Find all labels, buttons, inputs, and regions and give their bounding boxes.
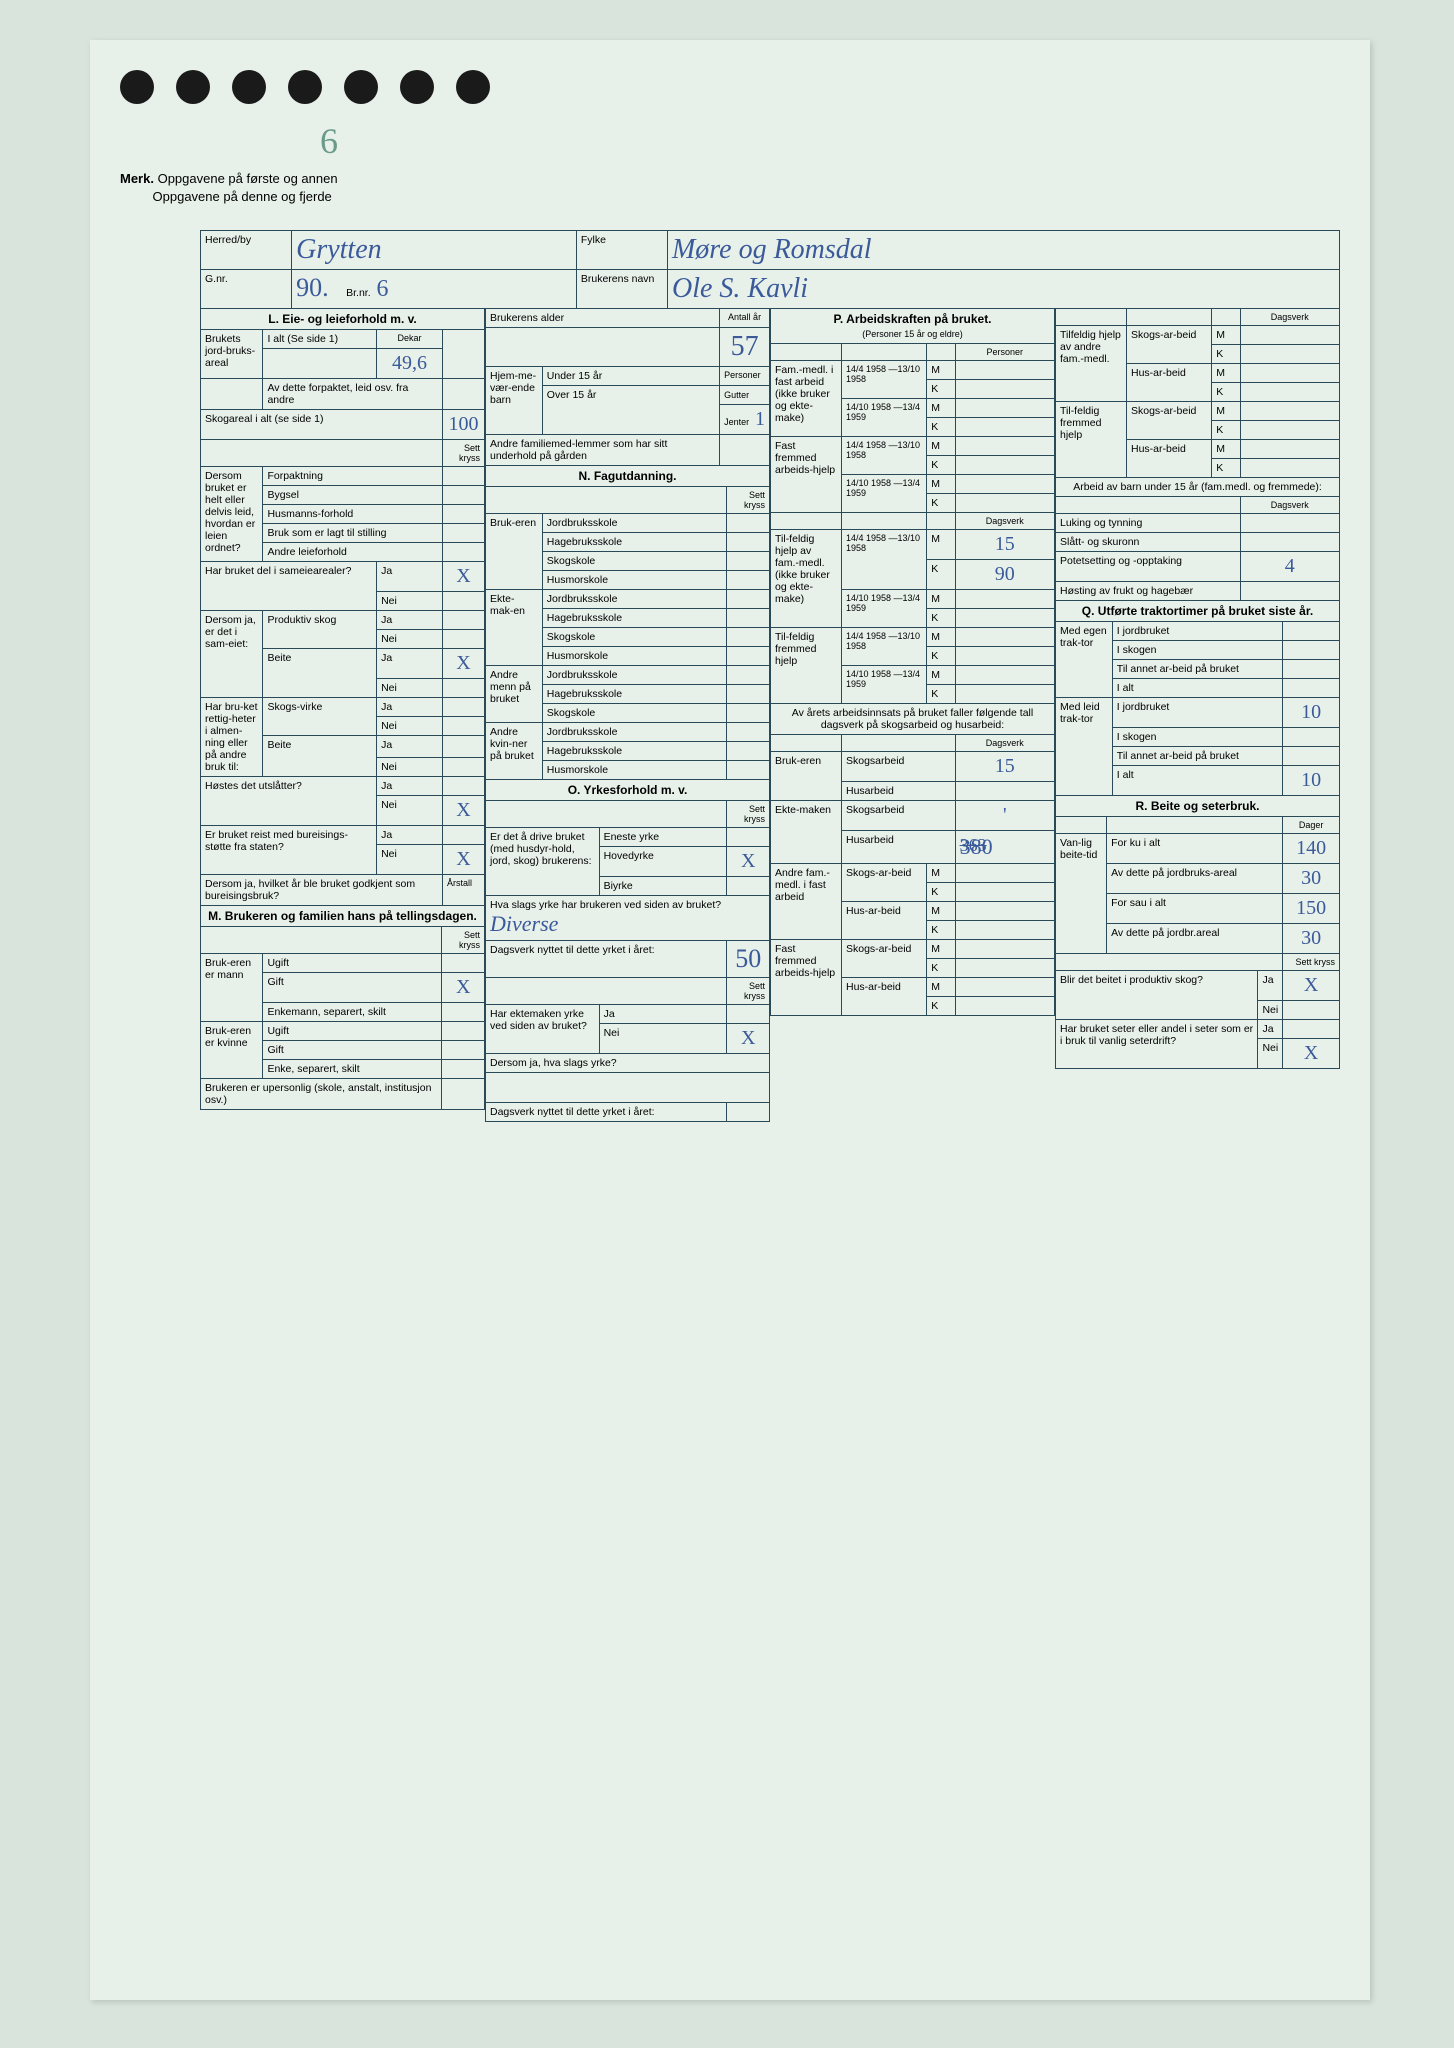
tilf-k-value: 90	[955, 560, 1054, 590]
hovedyrke-x: X	[727, 847, 770, 877]
fylke-label: Fylke	[581, 234, 606, 246]
herred-label: Herred/by	[205, 234, 251, 246]
section-R: R. Beite og seterbruk. Dager Van-lig bei…	[1055, 795, 1340, 1069]
sameie-ja: X	[442, 562, 484, 592]
fylke-value: Møre og Romsdal	[672, 234, 872, 265]
gift-x: X	[442, 973, 485, 1003]
jenter-value: 1	[755, 408, 765, 430]
dagsverk-value: 50	[727, 941, 770, 978]
brnr-label: Br.nr.	[346, 287, 371, 299]
tilf-m-value: 15	[955, 530, 1054, 560]
skogareal-value: 100	[442, 410, 484, 440]
page-number-top: 6	[320, 120, 338, 162]
ialt-value: 49,6	[377, 349, 443, 379]
section-N: N. Fagutdanning. Sett kryss Bruk-erenJor…	[485, 465, 770, 780]
beitet-ja: X	[1283, 971, 1340, 1001]
leid-jord-value: 10	[1283, 698, 1340, 728]
merk-note: Merk. Oppgavene på første og annen Oppga…	[120, 170, 338, 206]
seter-nei: X	[1283, 1039, 1340, 1069]
forsau-value: 150	[1283, 894, 1340, 924]
section-P-right: Dagsverk Tilfeldig hjelp av andre fam.-m…	[1055, 308, 1340, 601]
gnr-value: 90.	[296, 273, 329, 302]
bruker-skog-value: 15	[955, 752, 1054, 782]
leid-ialt-value: 10	[1283, 766, 1340, 796]
brnr-value: 6	[376, 276, 388, 302]
yrke-value: Diverse	[490, 911, 558, 936]
section-Q: Q. Utførte traktortimer på bruket siste …	[1055, 600, 1340, 796]
section-L: L. Eie- og leieforhold m. v. Brukets jor…	[200, 308, 485, 906]
bureising-nei: X	[442, 845, 484, 875]
gnr-label: G.nr.	[205, 273, 228, 285]
beite-ja: X	[442, 649, 484, 679]
avdette2-value: 30	[1283, 924, 1340, 954]
navn-value: Ole S. Kavli	[672, 273, 808, 304]
section-P: P. Arbeidskraften på bruket.(Personer 15…	[770, 308, 1055, 1016]
ektemake-nei: X	[727, 1024, 770, 1054]
alder-value: 57	[720, 328, 770, 367]
potet-value: 4	[1240, 552, 1339, 582]
forku-value: 140	[1283, 834, 1340, 864]
navn-label: Brukerens navn	[581, 273, 655, 285]
herred-value: Grytten	[296, 234, 382, 265]
mid-block: Brukerens alderAntall år 57 Hjem-me-vær-…	[485, 308, 770, 466]
avdette-value: 30	[1283, 864, 1340, 894]
utslatter-nei: X	[442, 796, 484, 826]
section-M: M. Brukeren og familien hans på tellings…	[200, 905, 485, 1110]
section-O: O. Yrkesforhold m. v. Sett kryss Er det …	[485, 779, 770, 1122]
header-table: Herred/by Grytten Fylke Møre og Romsdal …	[200, 230, 1340, 309]
punch-holes	[120, 70, 490, 104]
